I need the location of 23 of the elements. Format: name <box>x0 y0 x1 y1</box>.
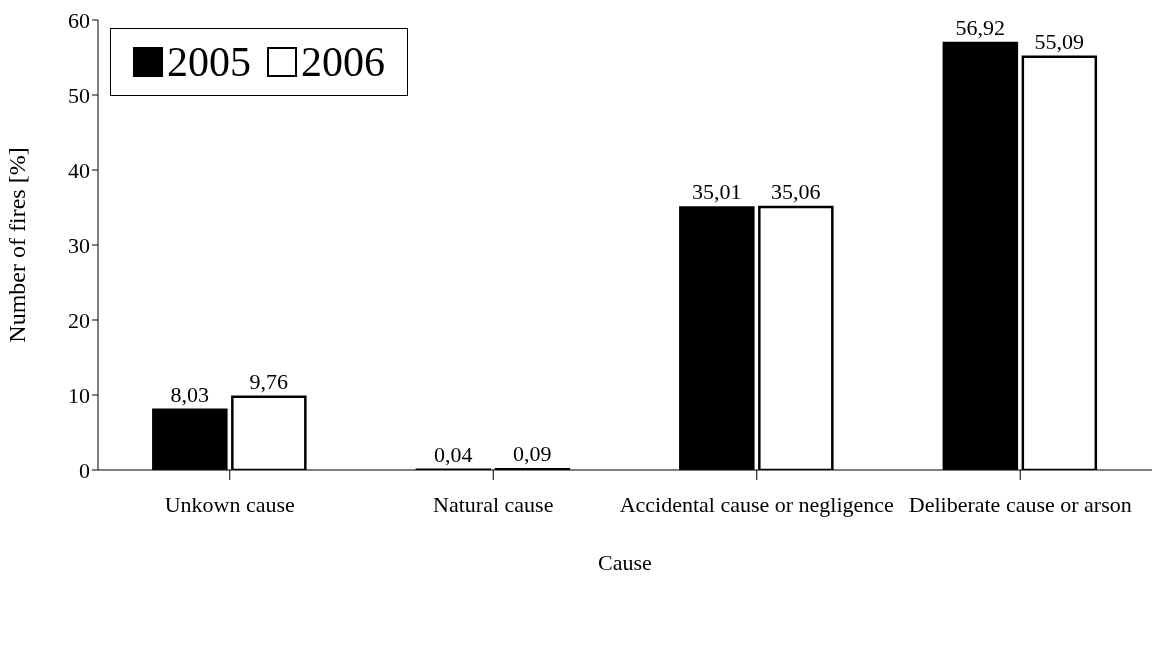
y-tick-label: 60 <box>68 7 90 33</box>
x-tick-label: Deliberate cause or arson <box>908 491 1132 517</box>
data-label: 56,92 <box>955 15 1006 41</box>
y-axis-title: Number of fires [%] <box>3 147 30 343</box>
x-axis-title: Cause <box>598 550 652 575</box>
y-tick-label: 30 <box>68 232 90 258</box>
data-label: 35,01 <box>692 179 742 205</box>
data-label: 8,03 <box>170 381 210 407</box>
y-tick-label: 50 <box>68 82 90 108</box>
data-label: 0,04 <box>434 441 473 467</box>
data-label: 0,09 <box>513 441 552 467</box>
data-label: 35,06 <box>771 179 821 205</box>
y-tick-label: 10 <box>68 382 90 408</box>
data-label: 9,76 <box>249 368 289 394</box>
legend-label: 2006 <box>300 39 385 85</box>
legend-label: 2005 <box>166 39 251 85</box>
data-label: 55,09 <box>1034 28 1085 54</box>
x-tick-label: Unkown cause <box>164 491 295 517</box>
x-tick-label: Accidental cause or negligence <box>619 491 894 517</box>
y-tick-label: 40 <box>68 157 90 183</box>
y-tick-label: 0 <box>79 457 90 483</box>
x-tick-label: Natural cause <box>433 491 554 517</box>
y-tick-label: 20 <box>68 307 90 333</box>
